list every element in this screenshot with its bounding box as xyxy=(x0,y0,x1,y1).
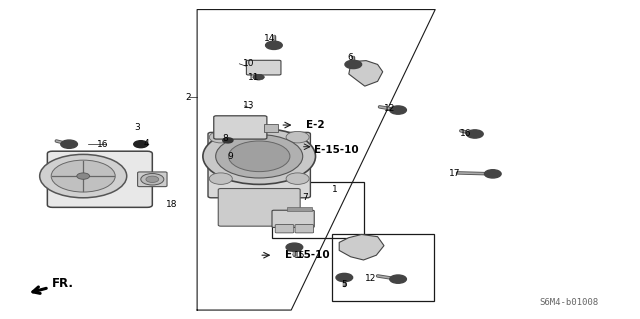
Text: 8: 8 xyxy=(222,134,228,143)
Circle shape xyxy=(286,173,309,184)
Circle shape xyxy=(390,275,406,283)
Circle shape xyxy=(336,273,353,282)
FancyBboxPatch shape xyxy=(295,225,314,233)
FancyBboxPatch shape xyxy=(246,60,281,75)
Circle shape xyxy=(146,176,159,182)
Bar xyxy=(287,207,312,211)
Circle shape xyxy=(266,41,282,49)
FancyBboxPatch shape xyxy=(208,132,310,198)
Text: 7: 7 xyxy=(302,193,308,202)
Text: 5: 5 xyxy=(342,280,347,289)
Polygon shape xyxy=(339,234,384,260)
Text: E-2: E-2 xyxy=(306,120,324,130)
Circle shape xyxy=(216,135,303,178)
Circle shape xyxy=(209,173,232,184)
Text: FR.: FR. xyxy=(33,278,74,293)
Text: 2: 2 xyxy=(186,93,191,102)
Circle shape xyxy=(203,128,316,184)
Circle shape xyxy=(345,60,362,69)
Circle shape xyxy=(51,160,115,192)
Text: 12: 12 xyxy=(365,274,376,283)
FancyBboxPatch shape xyxy=(275,225,294,233)
Circle shape xyxy=(134,141,148,148)
Text: 1: 1 xyxy=(332,185,337,194)
Polygon shape xyxy=(349,61,383,86)
Text: 16: 16 xyxy=(97,140,109,149)
FancyBboxPatch shape xyxy=(272,210,314,227)
Text: 6: 6 xyxy=(348,53,353,62)
Circle shape xyxy=(141,174,164,185)
Bar xyxy=(264,124,278,132)
Circle shape xyxy=(209,131,232,143)
Text: 15: 15 xyxy=(294,251,306,260)
Text: E-15-10: E-15-10 xyxy=(314,145,358,155)
FancyBboxPatch shape xyxy=(138,172,167,187)
Bar xyxy=(332,234,434,301)
Circle shape xyxy=(253,74,264,80)
Text: 11: 11 xyxy=(248,73,260,82)
Text: 17: 17 xyxy=(449,169,460,178)
FancyBboxPatch shape xyxy=(218,189,300,226)
Text: 14: 14 xyxy=(264,34,276,43)
Circle shape xyxy=(61,140,77,148)
Text: 9: 9 xyxy=(227,152,233,161)
Circle shape xyxy=(286,131,309,143)
Text: 4: 4 xyxy=(143,139,148,148)
Circle shape xyxy=(286,243,303,251)
Text: S6M4-b01008: S6M4-b01008 xyxy=(540,298,598,307)
Text: 10: 10 xyxy=(243,59,255,68)
Circle shape xyxy=(40,154,127,198)
Text: E-15-10: E-15-10 xyxy=(285,250,330,260)
Text: 12: 12 xyxy=(384,104,396,113)
Circle shape xyxy=(467,130,483,138)
FancyBboxPatch shape xyxy=(47,151,152,207)
Text: 18: 18 xyxy=(166,200,177,209)
Circle shape xyxy=(390,106,406,114)
Circle shape xyxy=(77,173,90,179)
Text: 3: 3 xyxy=(135,123,140,132)
Bar xyxy=(272,182,364,238)
Circle shape xyxy=(228,141,290,172)
Circle shape xyxy=(484,170,501,178)
Text: 13: 13 xyxy=(243,101,255,110)
Circle shape xyxy=(223,138,233,143)
Text: 16: 16 xyxy=(460,130,471,138)
FancyBboxPatch shape xyxy=(214,116,267,139)
